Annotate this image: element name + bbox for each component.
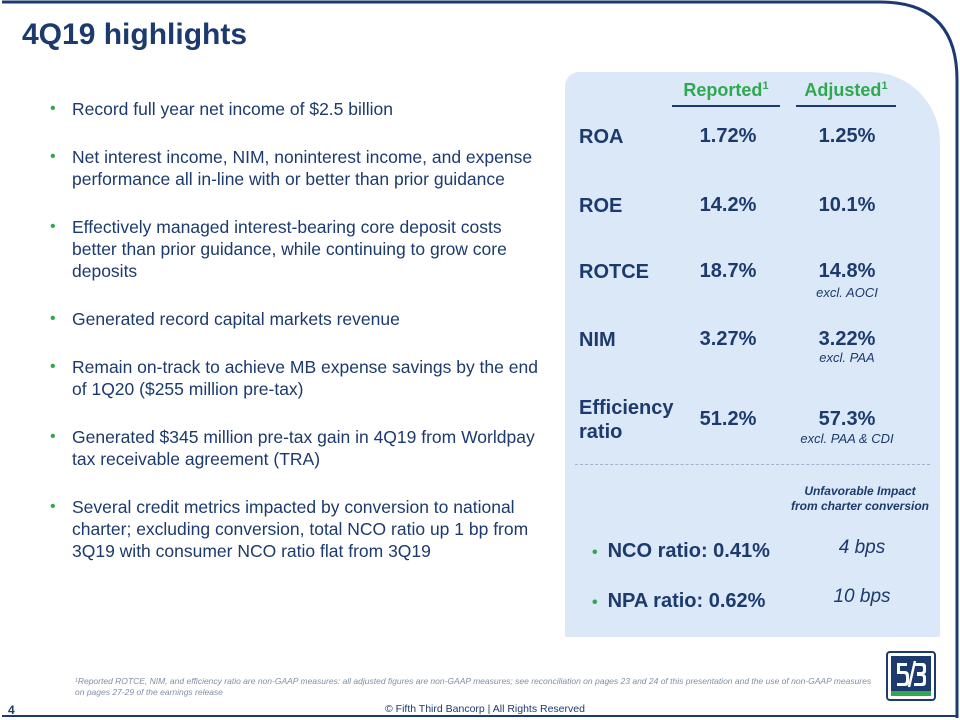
- fifth-third-logo: [886, 651, 936, 701]
- list-item: • Generated $345 million pre-tax gain in …: [50, 427, 535, 469]
- reported-column-header: Reported1: [672, 80, 780, 107]
- bullet-icon: •: [50, 100, 56, 117]
- nco-impact: 4 bps: [838, 537, 886, 558]
- bullet-icon: •: [50, 498, 56, 515]
- impact-caption: Unfavorable Impact from charter conversi…: [790, 484, 930, 513]
- metric-label-rotce: ROTCE: [579, 261, 649, 283]
- header-underline: [672, 105, 780, 107]
- list-item: • Remain on-track to achieve MB expense s…: [50, 357, 538, 399]
- adjusted-column-header: Adjusted1: [796, 80, 896, 107]
- rotce-note: excl. AOCI: [816, 285, 878, 300]
- footnote-mark: 1: [762, 80, 769, 92]
- copyright: © Fifth Third Bancorp | All Rights Reser…: [385, 703, 585, 715]
- efficiency-note: excl. PAA & CDI: [800, 431, 894, 446]
- nim-note: excl. PAA: [819, 350, 875, 365]
- nim-adjusted: 3.22%: [818, 328, 876, 350]
- metric-label-efficiency: Efficiency ratio: [579, 397, 674, 443]
- npa-impact: 10 bps: [833, 586, 891, 607]
- nim-reported: 3.27%: [699, 328, 757, 350]
- header-underline: [796, 105, 896, 107]
- metrics-panel: [565, 72, 940, 637]
- list-item: • Several credit metrics impacted by conv…: [50, 497, 529, 561]
- footnote: ¹Reported ROTCE, NIM, and efficiency rat…: [75, 676, 872, 697]
- roa-adjusted: 1.25%: [818, 125, 876, 147]
- panel-divider: [575, 464, 930, 465]
- efficiency-reported: 51.2%: [699, 408, 757, 430]
- bullet-icon: •: [50, 218, 56, 235]
- rotce-adjusted: 14.8%: [818, 260, 876, 282]
- nco-ratio: • NCO ratio: 0.41%: [592, 540, 770, 562]
- metric-label-nim: NIM: [579, 329, 616, 351]
- bullet-icon: •: [50, 428, 56, 445]
- roe-adjusted: 10.1%: [818, 194, 876, 216]
- bullet-icon: •: [50, 148, 56, 165]
- rotce-reported: 18.7%: [699, 260, 757, 282]
- page-number: 4: [8, 703, 15, 717]
- bullet-icon: •: [592, 544, 598, 561]
- metric-label-roa: ROA: [579, 126, 624, 148]
- page-title: 4Q19 highlights: [22, 18, 248, 51]
- list-item: • Effectively managed interest-bearing co…: [50, 217, 507, 281]
- highlights-list: • Record full year net income of $2.5 bil…: [50, 98, 550, 588]
- roe-reported: 14.2%: [699, 194, 757, 216]
- roa-reported: 1.72%: [699, 125, 757, 147]
- bullet-icon: •: [50, 310, 56, 327]
- npa-ratio: • NPA ratio: 0.62%: [592, 590, 766, 612]
- list-item: • Generated record capital markets revenu…: [50, 309, 400, 329]
- footnote-mark: 1: [881, 80, 888, 92]
- list-item: • Net interest income, NIM, noninterest i…: [50, 147, 533, 189]
- efficiency-adjusted: 57.3%: [818, 408, 876, 430]
- bullet-icon: •: [592, 594, 598, 611]
- metric-label-roe: ROE: [579, 195, 623, 217]
- list-item: • Record full year net income of $2.5 bil…: [50, 99, 394, 119]
- bullet-icon: •: [50, 358, 56, 375]
